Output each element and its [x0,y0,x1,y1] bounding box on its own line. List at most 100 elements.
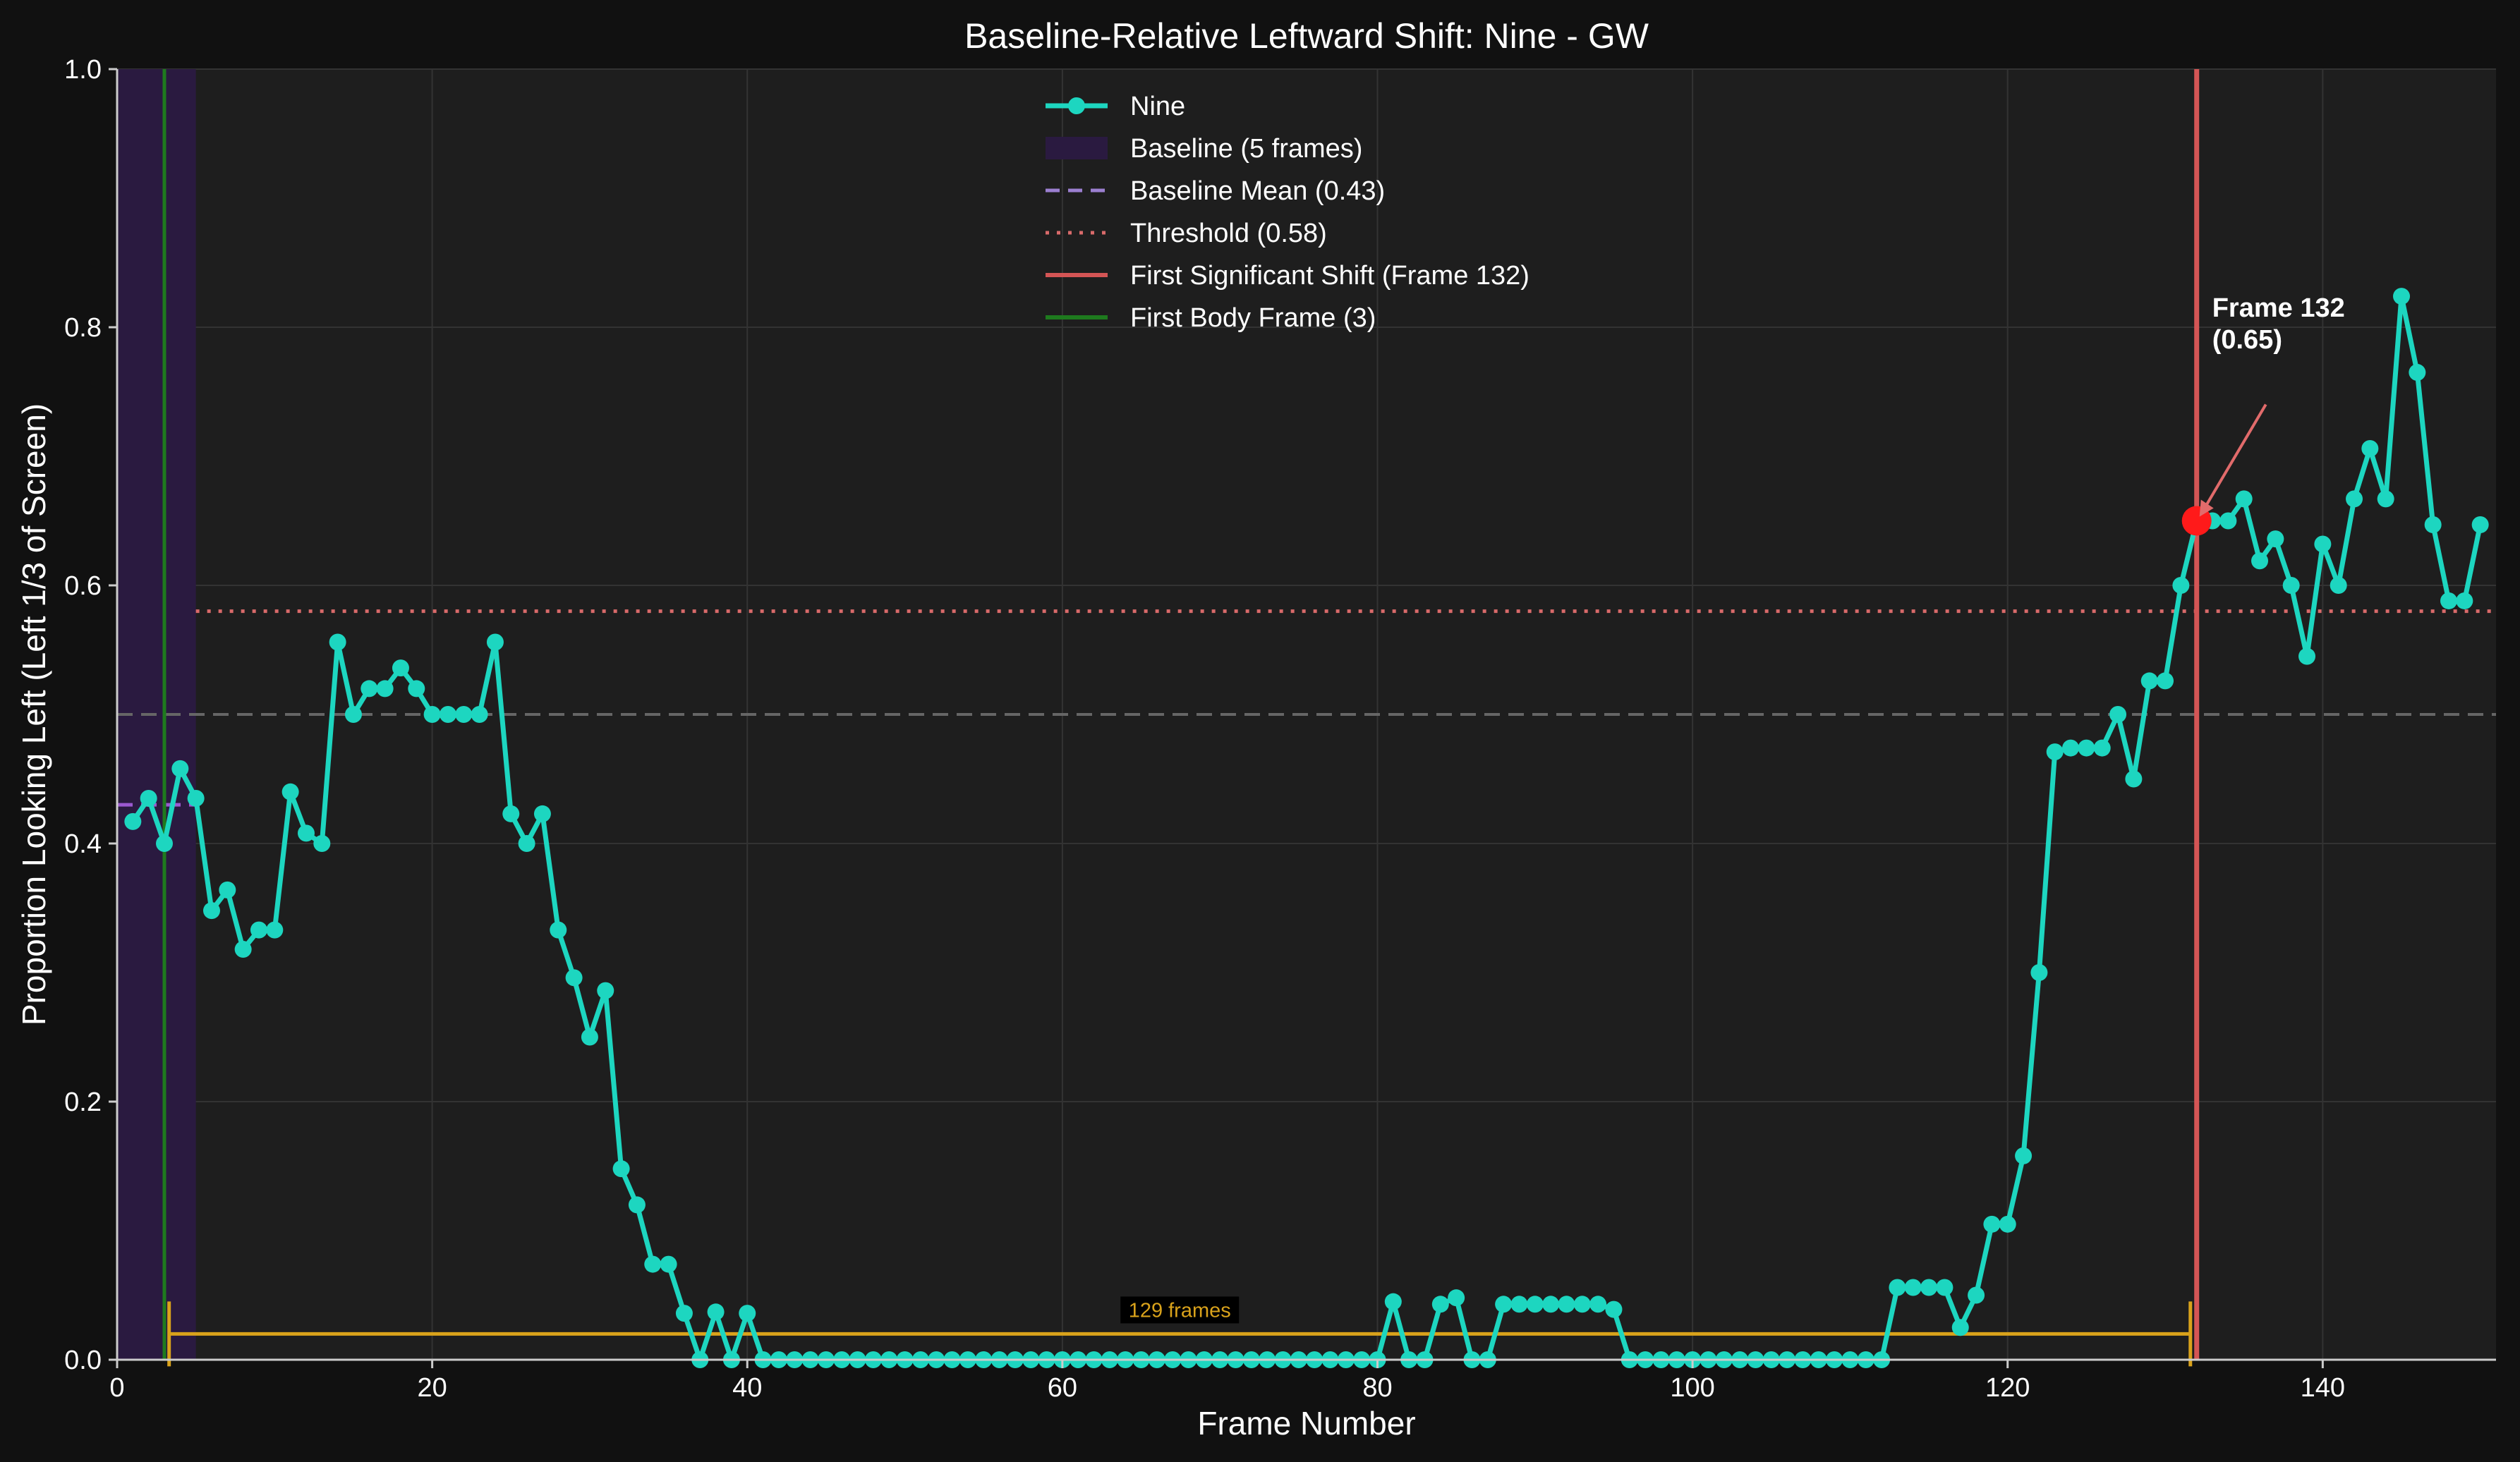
legend-label: Baseline Mean (0.43) [1130,176,1385,206]
legend-swatch-marker [1068,97,1085,114]
data-point [423,706,441,723]
legend-label: First Significant Shift (Frame 132) [1130,261,1529,291]
data-point [486,633,504,651]
data-point [518,835,535,852]
data-point [2219,512,2237,530]
data-point [2456,592,2473,609]
data-point [1573,1296,1591,1313]
x-tick-label: 60 [1048,1373,1077,1403]
legend-item: Baseline Mean (0.43) [1046,176,1385,206]
data-point [408,680,425,698]
data-point [329,633,346,651]
x-tick-label: 80 [1362,1373,1392,1403]
x-tick-label: 40 [732,1373,762,1403]
data-point [1968,1286,1985,1304]
legend-label: Nine [1130,92,1185,121]
data-point [2377,490,2394,508]
data-point [281,783,299,800]
legend-label: Baseline (5 frames) [1130,134,1362,164]
data-point [2062,739,2080,757]
x-tick-label: 0 [109,1373,124,1403]
data-point [124,812,142,830]
data-point [1526,1296,1544,1313]
data-point [1495,1296,1513,1313]
data-point [581,1028,598,1046]
data-point [313,835,331,852]
data-point [140,789,157,807]
data-point [612,1160,630,1178]
legend: Nine Baseline (5 frames) Baseline Mean (0.… [1046,92,1529,333]
legend-item: Threshold (0.58) [1046,219,1327,248]
data-point [2109,706,2127,723]
data-point [1431,1296,1449,1313]
data-point [565,969,583,987]
data-point [2235,490,2253,508]
data-point [297,824,315,842]
data-point [439,706,456,723]
data-point [250,921,267,939]
legend-item: Baseline (5 frames) [1046,134,1362,164]
data-point [2093,739,2111,757]
y-tick-label: 0.6 [64,571,102,601]
axes: 0 20 40 60 80 100 120 140 0.0 0.2 0.4 0.6 0.8 1.0 [64,55,2496,1403]
x-tick-label: 120 [1985,1373,2030,1403]
data-point [2078,739,2095,757]
y-tick-label: 0.4 [64,829,102,859]
data-point [155,835,173,852]
data-point [1605,1300,1623,1318]
data-point [2267,530,2284,548]
data-point [376,680,394,698]
data-point [1983,1215,2001,1233]
data-point [471,706,488,723]
data-point [1889,1279,1906,1296]
data-point [2393,288,2411,305]
y-tick-label: 1.0 [64,55,102,85]
x-axis-label: Frame Number [1197,1405,1415,1442]
data-point [219,881,236,898]
data-point [202,902,220,920]
data-point [2282,577,2300,594]
data-point [266,921,284,939]
data-point [502,805,520,822]
data-point [1542,1296,1560,1313]
data-point [234,941,252,958]
annotation-frame-label: Frame 132 [2212,293,2345,323]
data-point [1384,1293,1402,1310]
annotation-arrowhead [2199,499,2214,517]
data-point [628,1196,646,1214]
data-point [2251,552,2269,570]
y-axis-label: Proportion Looking Left (Left 1/3 of Scr… [16,403,52,1025]
legend-swatch-patch [1046,137,1108,159]
data-point [2298,647,2316,665]
data-point [707,1303,725,1321]
data-point [1589,1296,1607,1313]
y-tick-label: 0.8 [64,313,102,343]
legend-item: First Significant Shift (Frame 132) [1046,261,1529,291]
data-point [2409,364,2426,382]
data-point [1951,1319,1969,1336]
data-point [171,760,189,777]
data-point [392,659,409,677]
data-point [344,706,362,723]
data-point [550,921,567,939]
data-point [361,680,378,698]
grid [116,68,2496,1360]
data-point [2361,440,2379,458]
data-point [2172,577,2190,594]
data-point [2346,490,2363,508]
data-point [2471,516,2489,533]
data-point [2030,964,2048,981]
data-point [644,1255,662,1273]
overlay-layer [2181,403,2267,536]
data-point [2330,577,2347,594]
data-point [2015,1147,2033,1164]
data-point [455,706,473,723]
chart-title: Baseline-Relative Leftward Shift: Nine -… [964,16,1649,56]
data-point [1904,1279,1922,1296]
span-label: 129 frames [1129,1299,1231,1322]
data-point [1936,1279,1953,1296]
annotation-arrow [2202,403,2267,511]
data-point [597,982,614,999]
legend-item: Nine [1046,92,1185,121]
legend-label: Threshold (0.58) [1130,219,1327,248]
